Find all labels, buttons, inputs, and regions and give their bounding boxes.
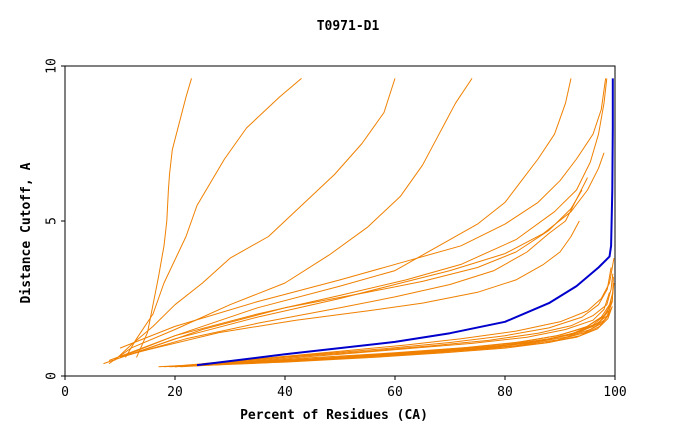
x-axis-ticks: 0 20 40 60 80 100 — [61, 376, 627, 400]
highlight-series-line — [196, 78, 614, 367]
series-line-1 — [136, 78, 192, 358]
series-line-25 — [196, 313, 610, 366]
chart-title: T0971-D1 — [317, 19, 380, 34]
series-line-7 — [108, 78, 608, 361]
series-line-9 — [130, 189, 583, 355]
series-line-10 — [119, 177, 588, 358]
series-line-12 — [174, 258, 615, 368]
series-line-11 — [141, 220, 580, 352]
x-tick-label: 20 — [167, 385, 183, 400]
y-axis-label: Distance Cutoff, A — [19, 162, 34, 303]
y-tick-label: 5 — [45, 217, 60, 225]
y-tick-label: 10 — [45, 58, 60, 74]
series-line-3 — [114, 78, 396, 361]
x-axis-label: Percent of Residues (CA) — [240, 408, 428, 423]
series-line-8 — [103, 152, 605, 365]
series-layer — [103, 78, 615, 368]
plot-frame — [64, 65, 616, 377]
y-tick-label: 0 — [45, 372, 60, 380]
y-axis-ticks: 0 5 10 — [45, 58, 65, 380]
x-tick-label: 40 — [277, 385, 293, 400]
series-line-15 — [202, 267, 612, 365]
series-line-5 — [119, 78, 572, 358]
x-tick-label: 0 — [61, 385, 69, 400]
x-tick-label: 100 — [603, 385, 626, 400]
x-tick-label: 60 — [387, 385, 403, 400]
x-tick-label: 80 — [497, 385, 513, 400]
series-line-6 — [119, 78, 607, 349]
series-line-24 — [246, 276, 614, 365]
series-line-2 — [125, 78, 302, 358]
series-line-13 — [185, 273, 614, 366]
series-line-14 — [163, 292, 610, 368]
series-line-4 — [108, 78, 473, 365]
